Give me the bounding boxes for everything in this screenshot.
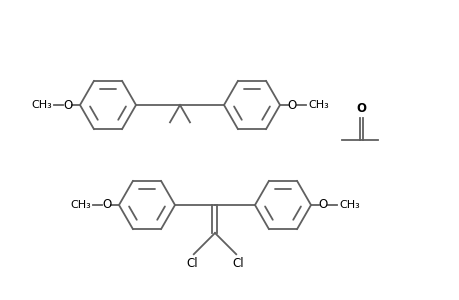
Text: CH₃: CH₃ — [70, 200, 91, 210]
Text: O: O — [287, 98, 296, 112]
Text: O: O — [356, 102, 366, 115]
Text: O: O — [63, 98, 73, 112]
Text: Cl: Cl — [185, 257, 197, 270]
Text: Cl: Cl — [232, 257, 243, 270]
Text: CH₃: CH₃ — [31, 100, 52, 110]
Text: O: O — [102, 199, 112, 212]
Text: CH₃: CH₃ — [308, 100, 328, 110]
Text: O: O — [318, 199, 327, 212]
Text: CH₃: CH₃ — [338, 200, 359, 210]
